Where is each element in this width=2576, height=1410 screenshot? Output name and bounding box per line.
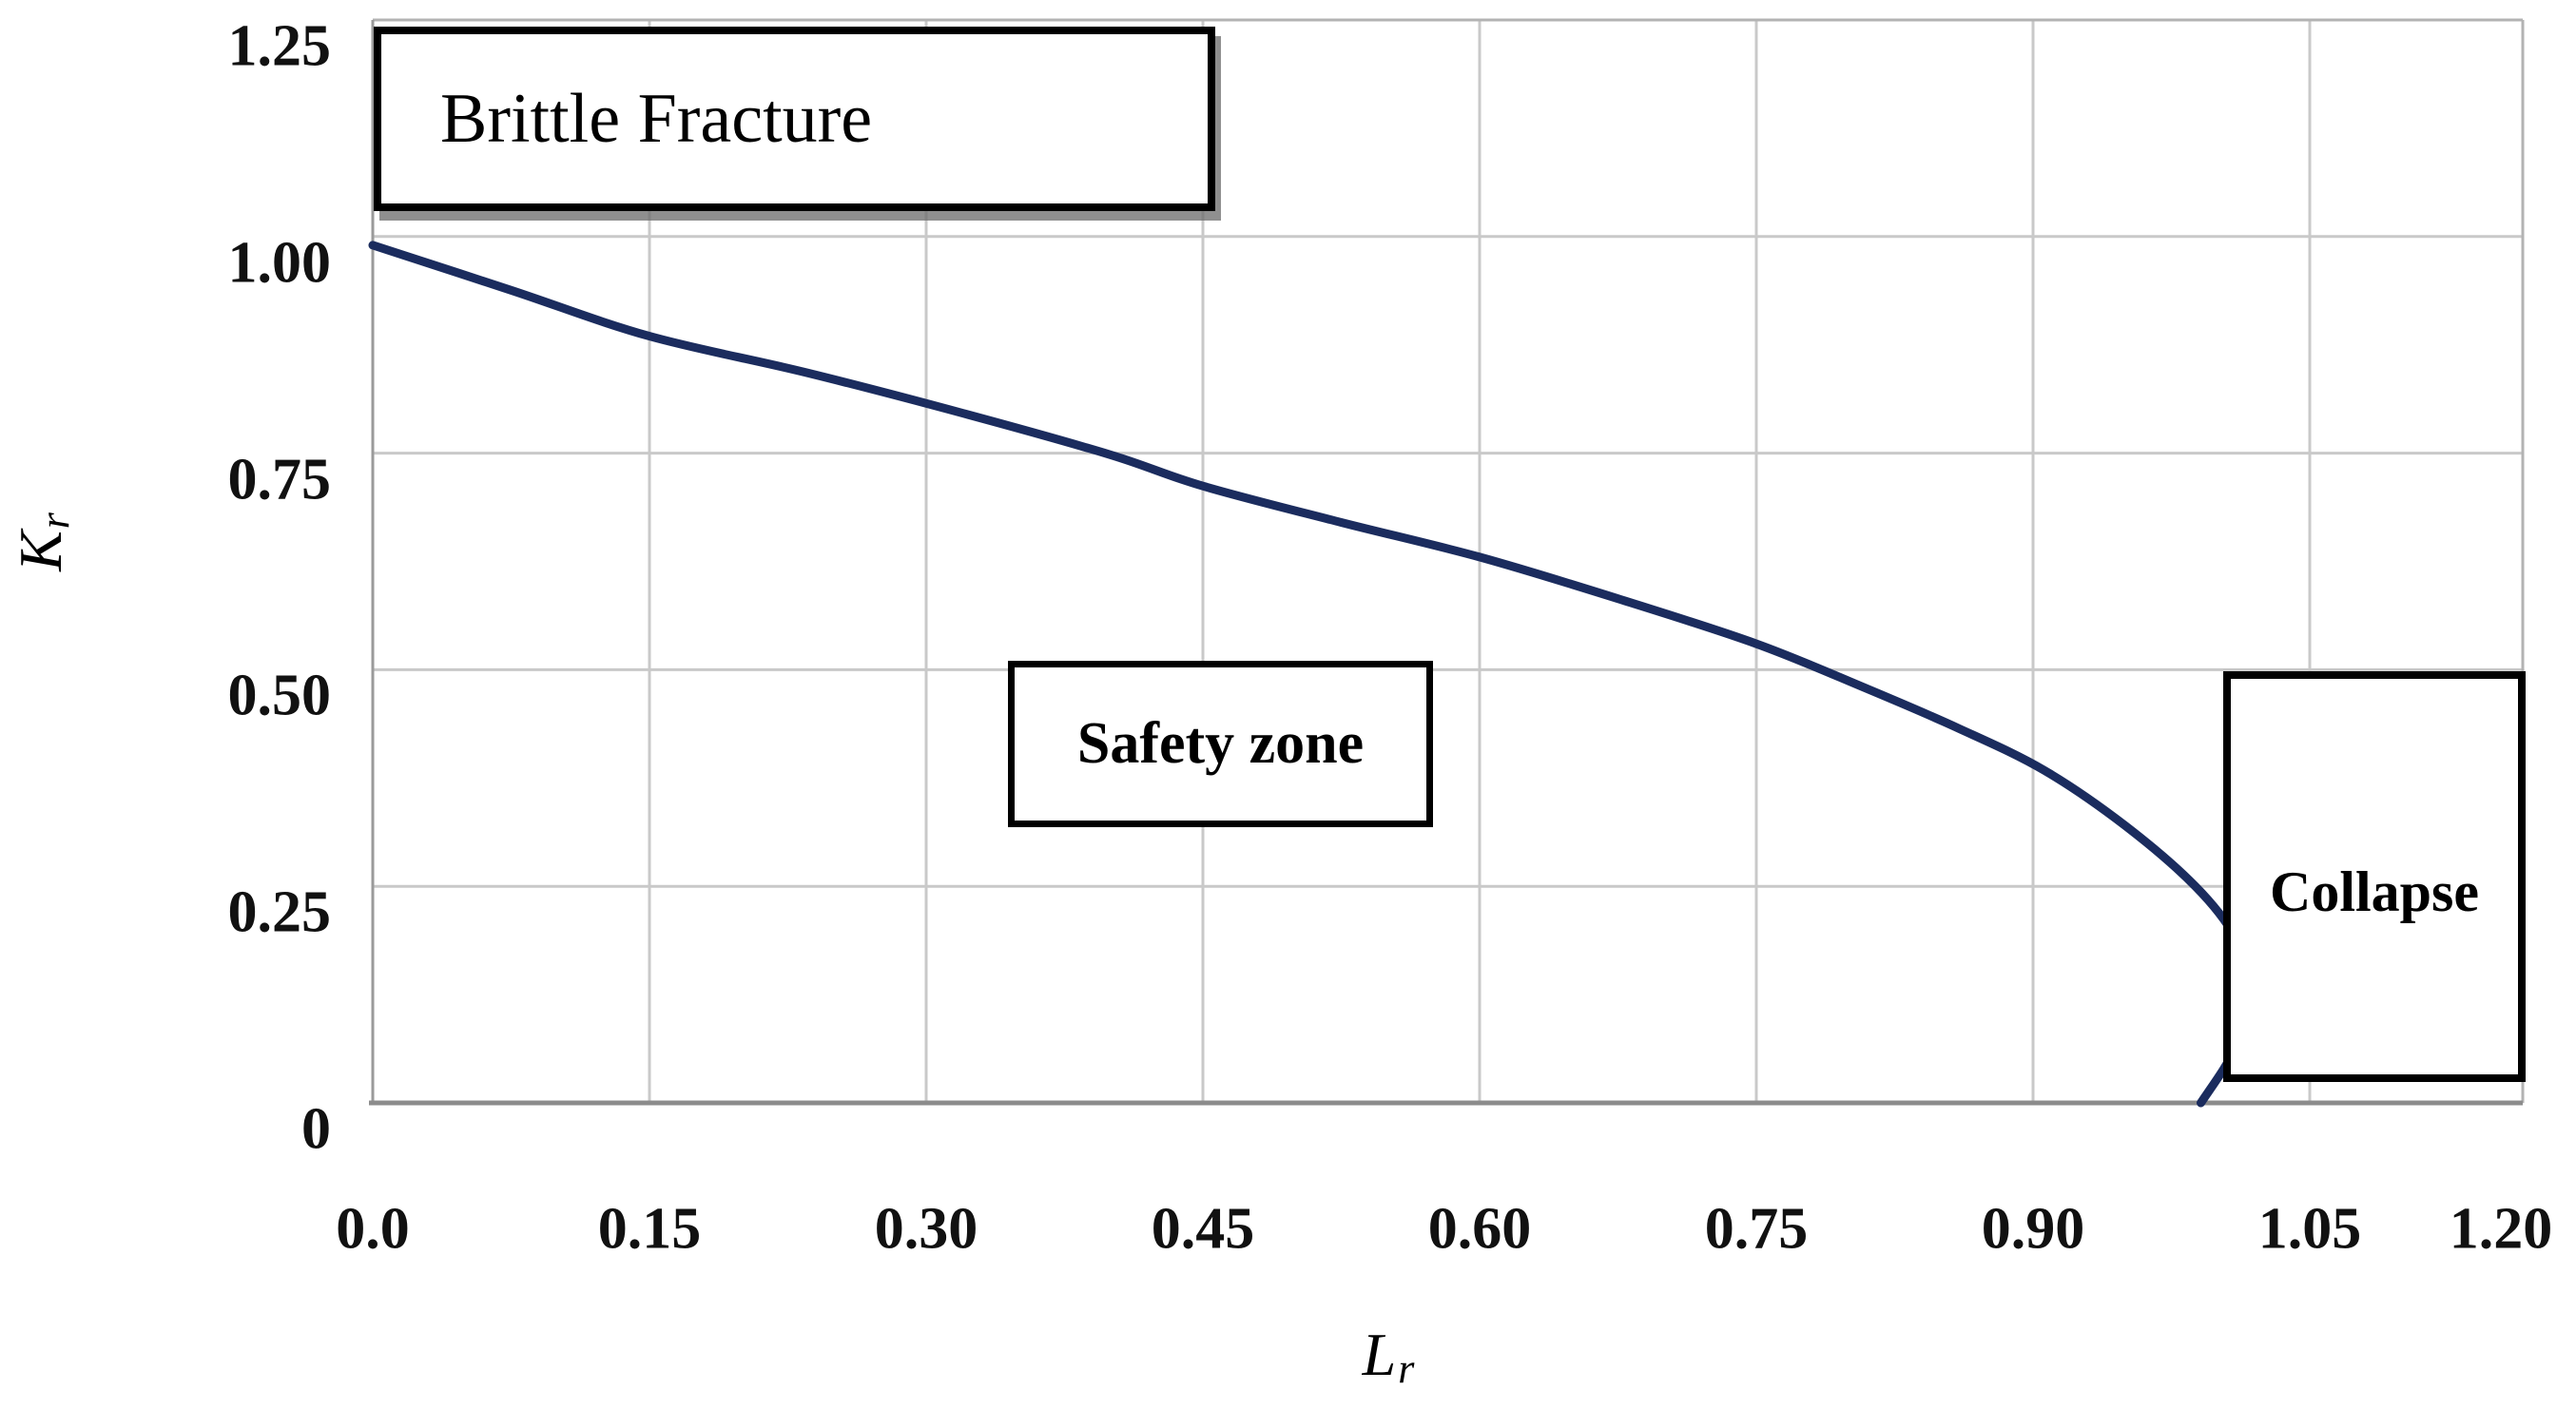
x-tick-label: 0.15 xyxy=(597,1196,702,1262)
y-axis-symbol: K xyxy=(7,531,74,571)
y-tick-label: 0.50 xyxy=(227,663,332,728)
y-tick-label: 0.75 xyxy=(227,447,332,512)
safety-zone-region-box: Safety zone xyxy=(1008,661,1433,827)
y-tick-label: 0.25 xyxy=(227,879,332,945)
x-axis-subscript: r xyxy=(1398,1344,1415,1392)
x-tick-label: 1.20 xyxy=(2449,1196,2553,1262)
y-tick-label: 1.25 xyxy=(227,13,332,79)
x-tick-label: 0.0 xyxy=(336,1196,410,1262)
brittle-fracture-region-box: Brittle Fracture xyxy=(374,27,1215,211)
y-tick-label: 0 xyxy=(301,1096,331,1162)
safety-zone-label: Safety zone xyxy=(1076,711,1365,776)
x-axis-symbol: L xyxy=(1362,1321,1397,1388)
x-tick-label: 1.05 xyxy=(2257,1196,2362,1262)
x-tick-label: 0.75 xyxy=(1704,1196,1809,1262)
x-tick-label: 0.30 xyxy=(874,1196,978,1262)
failure-assessment-curve xyxy=(368,241,2256,1108)
y-axis-subscript: r xyxy=(30,512,78,530)
x-tick-label: 0.45 xyxy=(1151,1196,1255,1262)
y-tick-label: 1.00 xyxy=(227,230,332,296)
x-tick-label: 0.90 xyxy=(1981,1196,2085,1262)
collapse-label: Collapse xyxy=(2269,860,2480,923)
x-tick-label: 0.60 xyxy=(1427,1196,1532,1262)
collapse-region-box: Collapse xyxy=(2223,671,2526,1082)
brittle-fracture-label: Brittle Fracture xyxy=(440,79,873,158)
